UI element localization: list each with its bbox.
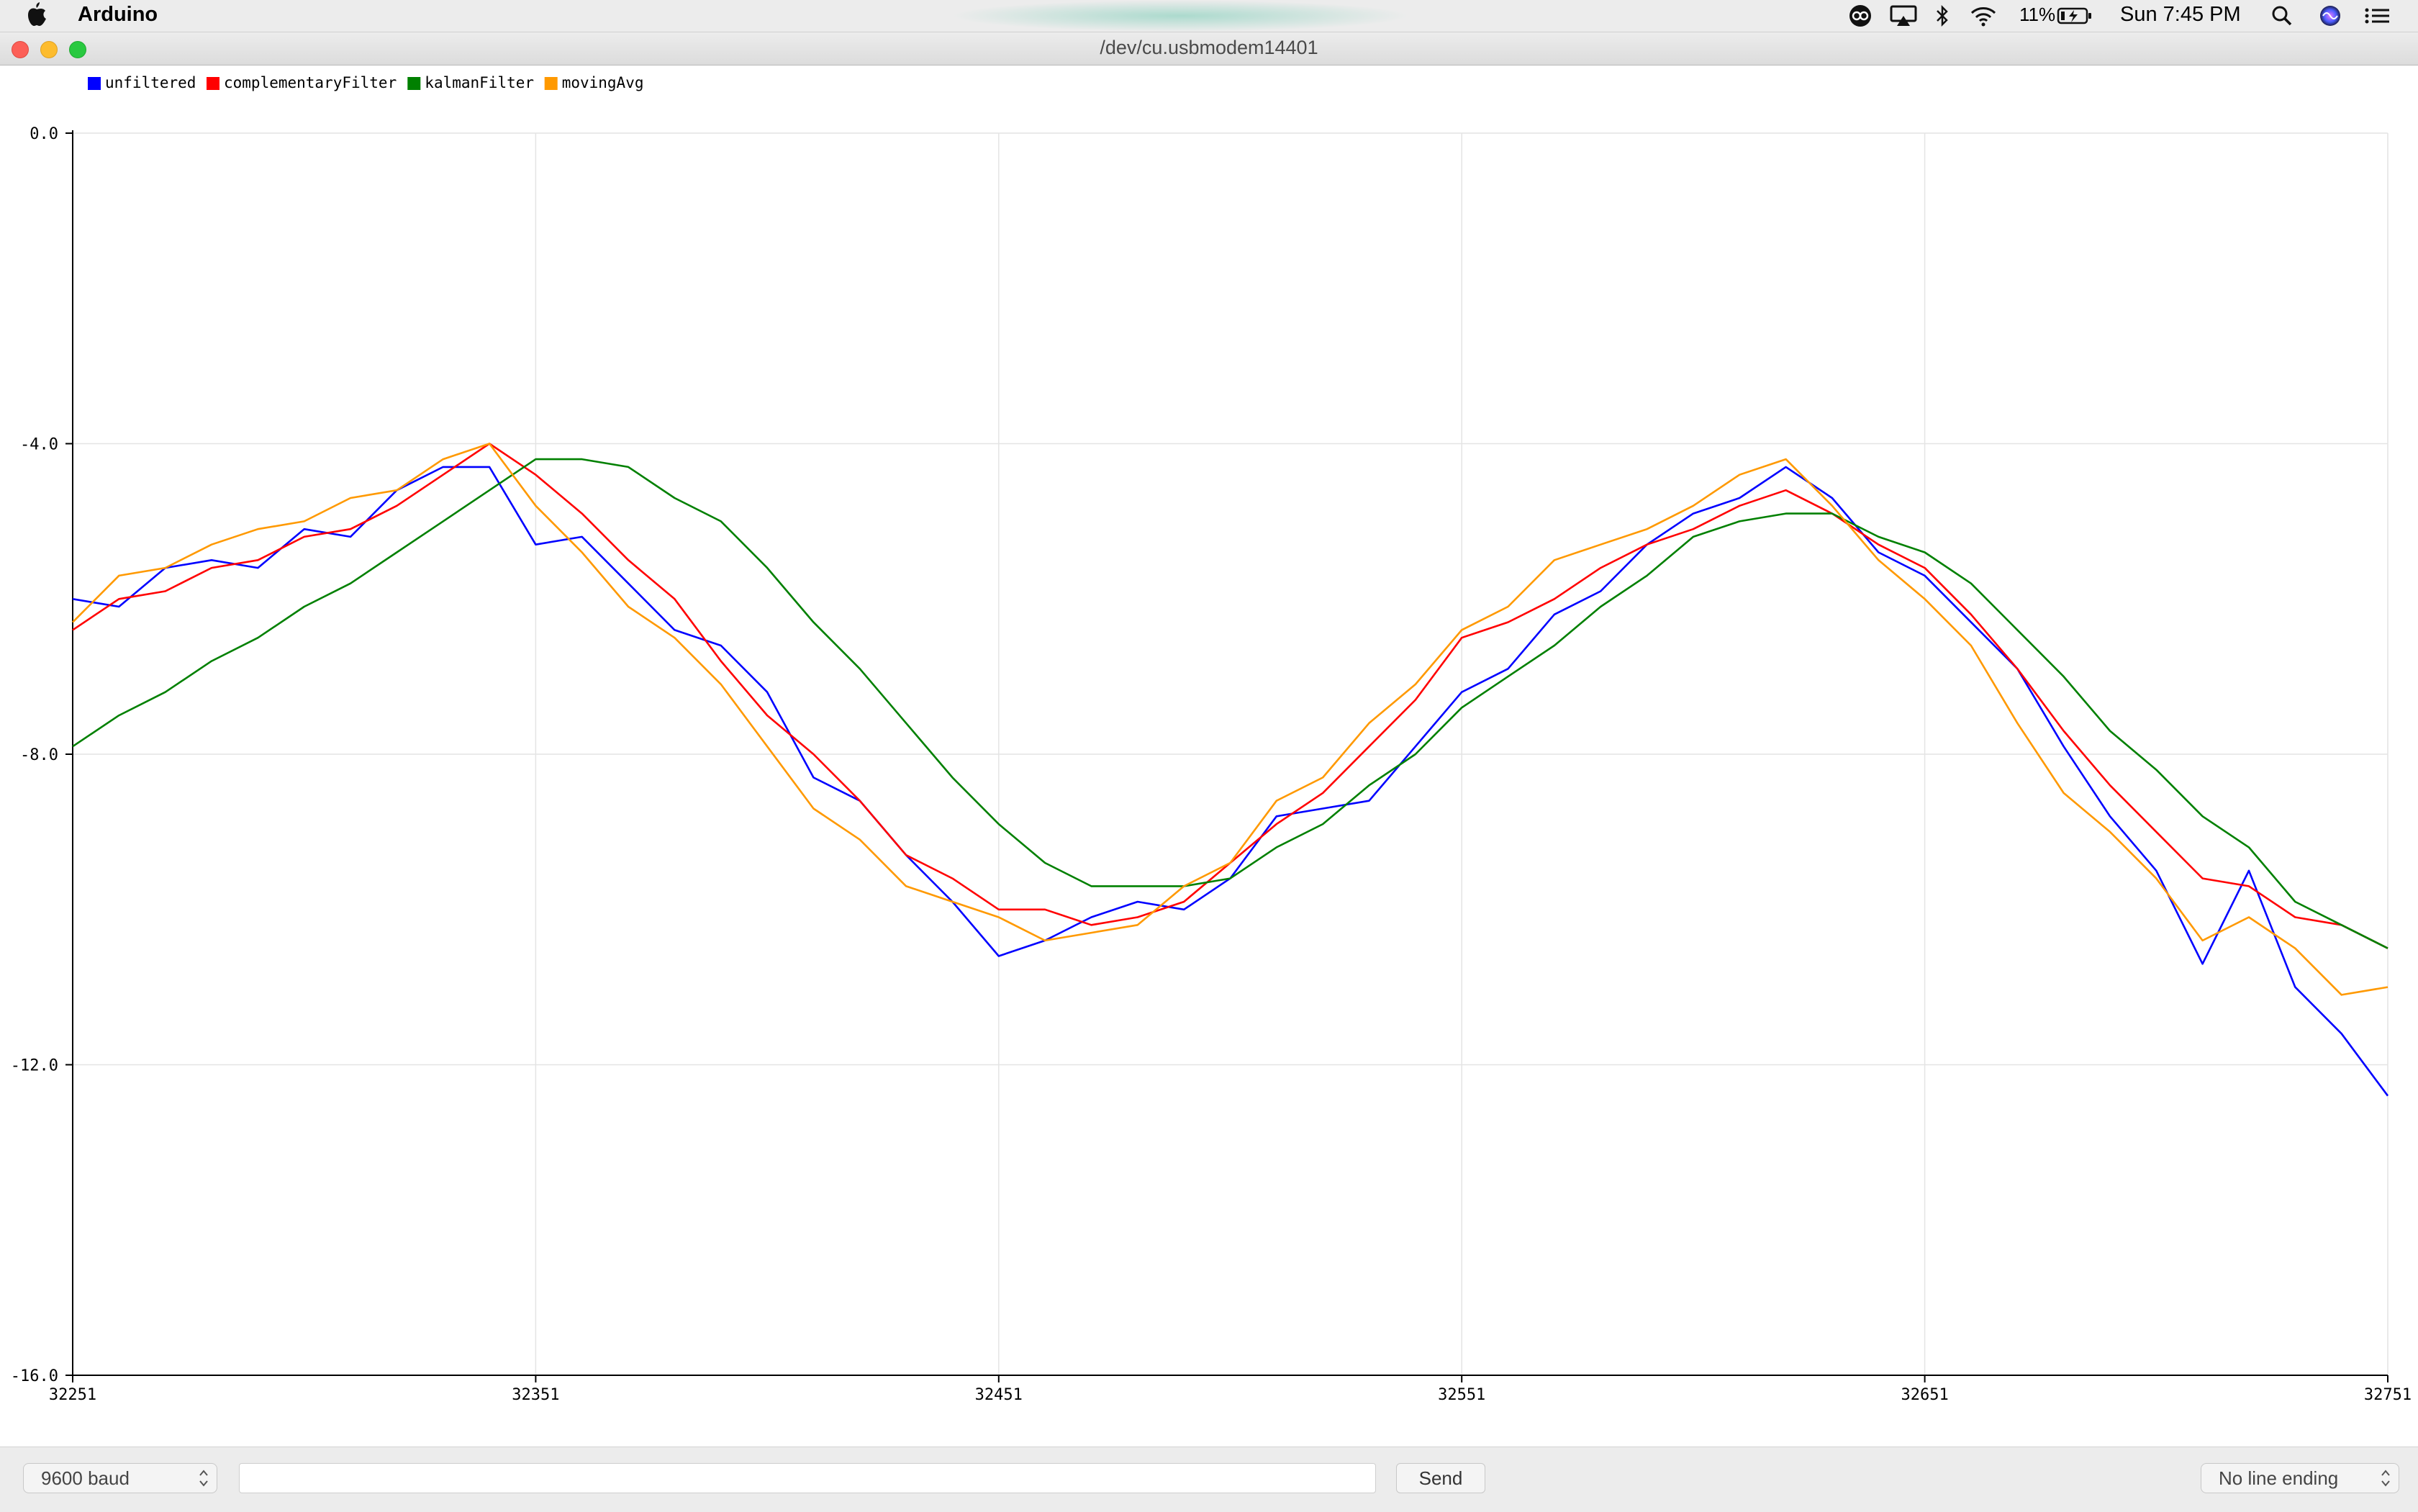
serial-plotter-chart: unfiltered complementaryFilter kalmanFilte… <box>11 74 2412 1404</box>
legend-swatch-kalmanFilter <box>407 77 421 90</box>
search-icon[interactable] <box>2271 4 2293 27</box>
series-line-movingAvg <box>72 443 2388 996</box>
chart-series <box>72 443 2389 1097</box>
window-title-bar[interactable]: /dev/cu.usbmodem14401 <box>0 32 2418 65</box>
series-line-unfiltered <box>72 466 2389 1097</box>
airplay-icon[interactable] <box>1890 4 1917 27</box>
legend-label-complementaryFilter: complementaryFilter <box>224 74 397 91</box>
select-arrows-icon <box>2381 1470 2390 1487</box>
creative-cloud-icon[interactable] <box>1848 4 1873 27</box>
x-tick-label: 32251 <box>49 1386 96 1404</box>
bluetooth-icon[interactable] <box>1934 4 1950 27</box>
legend-label-unfiltered: unfiltered <box>105 74 196 91</box>
y-tick-label: -16.0 <box>11 1367 58 1385</box>
x-tick-label: 32651 <box>1901 1386 1948 1404</box>
minimize-window-button[interactable] <box>40 41 58 58</box>
chart-legend: unfiltered complementaryFilter kalmanFilte… <box>88 74 643 91</box>
legend-label-kalmanFilter: kalmanFilter <box>425 74 534 91</box>
x-tick-label: 32451 <box>975 1386 1023 1404</box>
bottom-toolbar: 9600 baud Send No line ending <box>0 1447 2418 1512</box>
menubar-highlight <box>950 0 1410 32</box>
series-line-complementaryFilter <box>72 443 2388 949</box>
select-arrows-icon <box>199 1470 208 1487</box>
wifi-icon[interactable] <box>1969 4 1998 27</box>
baud-rate-value: 9600 baud <box>41 1467 130 1489</box>
legend-swatch-unfiltered <box>88 77 101 90</box>
chart-grid <box>72 132 2388 1376</box>
zoom-window-button[interactable] <box>69 41 86 58</box>
menubar-clock[interactable]: Sun 7:45 PM <box>2120 3 2241 26</box>
y-tick-label: -8.0 <box>20 746 58 764</box>
y-tick-label: -4.0 <box>20 436 58 454</box>
series-line-kalmanFilter <box>72 458 2388 949</box>
menu-list-icon[interactable] <box>2363 4 2391 27</box>
legend-swatch-movingAvg <box>544 77 558 90</box>
x-tick-label: 32751 <box>2364 1386 2412 1404</box>
y-tick-label: -12.0 <box>11 1057 58 1075</box>
y-tick-label: 0.0 <box>30 125 58 143</box>
x-tick-label: 32351 <box>512 1386 559 1404</box>
close-window-button[interactable] <box>12 41 29 58</box>
baud-rate-select[interactable]: 9600 baud <box>23 1463 217 1493</box>
line-ending-value: No line ending <box>2219 1467 2339 1489</box>
x-tick-label: 32551 <box>1438 1386 1485 1404</box>
window-title: /dev/cu.usbmodem14401 <box>1100 37 1318 58</box>
battery-icon[interactable] <box>2057 4 2093 27</box>
legend-swatch-complementaryFilter <box>207 77 219 90</box>
menu-bar: Arduino 11% Sun 7:45 PM <box>0 0 2418 32</box>
siri-icon[interactable] <box>2319 4 2342 27</box>
serial-send-input[interactable] <box>239 1463 1376 1493</box>
send-button[interactable]: Send <box>1396 1463 1485 1493</box>
line-ending-select[interactable]: No line ending <box>2201 1463 2399 1493</box>
apple-icon[interactable] <box>26 1 47 27</box>
legend-label-movingAvg: movingAvg <box>562 74 644 91</box>
app-name[interactable]: Arduino <box>78 3 158 26</box>
battery-percentage: 11% <box>2019 4 2056 25</box>
